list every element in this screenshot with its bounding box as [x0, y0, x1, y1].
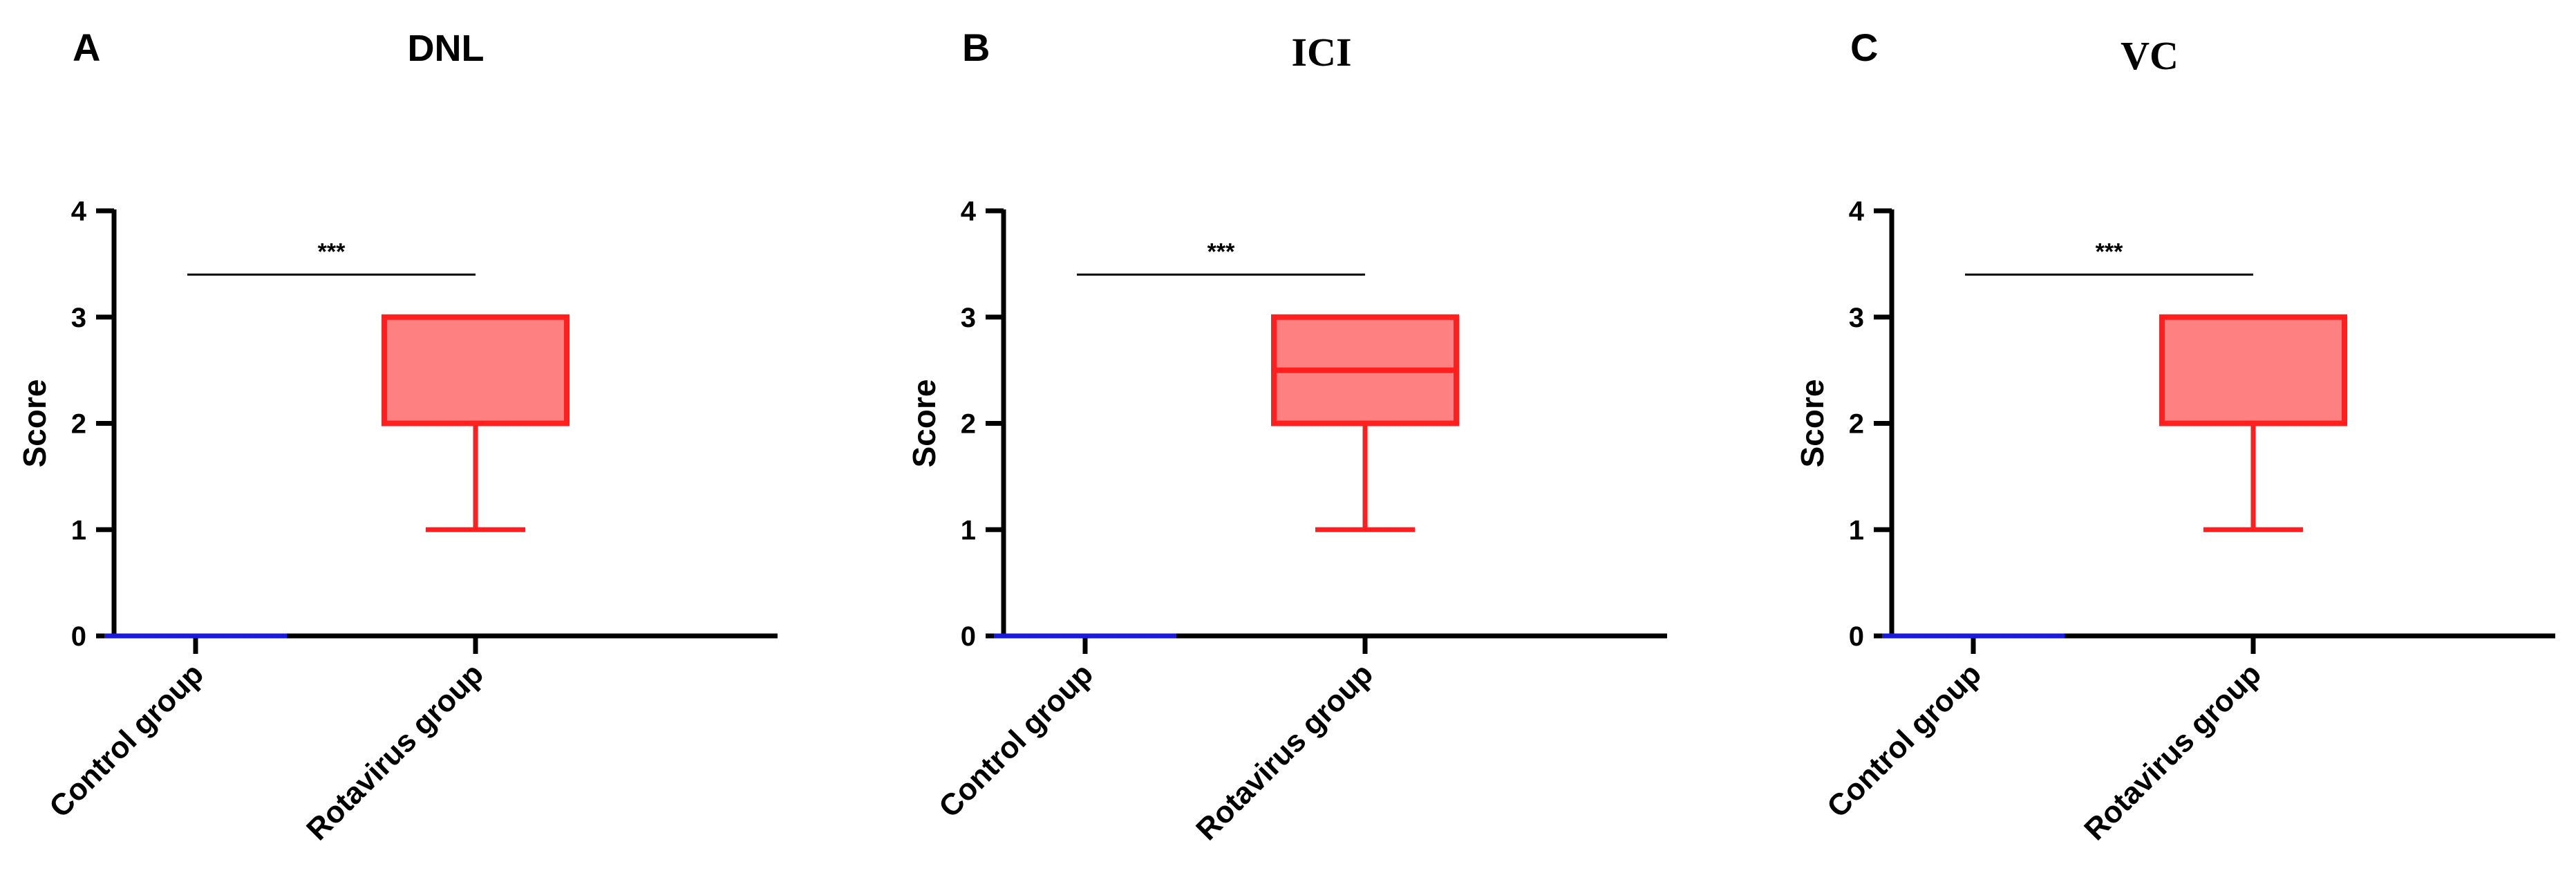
y-tick-label: 2	[71, 409, 86, 440]
box-rotavirus-group	[1271, 314, 1459, 532]
y-tick-label: 0	[961, 621, 976, 652]
y-tick-label: 1	[961, 515, 976, 545]
y-tick-label: 0	[71, 621, 86, 652]
panel-letter: B	[962, 26, 990, 69]
significance-label: ***	[318, 238, 346, 265]
x-tick-label: Rotavirus group	[300, 657, 490, 847]
box-rotavirus-group	[382, 314, 570, 532]
chart-title: VC	[2121, 33, 2179, 78]
y-tick-label: 4	[1849, 196, 1865, 227]
chart-title: ICI	[1291, 30, 1351, 75]
chart-panel-b: B ICI 0 1 2 3 4 Score Control group Rotavirus gro…	[906, 26, 1667, 847]
panel-letter: A	[73, 26, 100, 69]
y-tick-label: 0	[1849, 621, 1864, 652]
panel-letter: C	[1850, 26, 1878, 69]
significance-label: ***	[2096, 238, 2123, 265]
x-tick-label: Control group	[932, 657, 1100, 824]
y-tick-label: 2	[1849, 409, 1864, 440]
y-axis-label: Score	[17, 379, 53, 468]
y-tick-label: 3	[71, 303, 86, 333]
y-tick-label: 1	[1849, 515, 1864, 545]
y-tick-label: 2	[961, 409, 976, 440]
box-iqr-rect	[2159, 314, 2347, 426]
box-iqr-rect	[382, 314, 570, 426]
significance-label: ***	[1207, 238, 1235, 265]
y-axis-label: Score	[1794, 379, 1830, 468]
chart-title: DNL	[408, 28, 485, 69]
x-tick-label: Rotavirus group	[1190, 657, 1380, 847]
y-axis-label: Score	[906, 379, 942, 468]
x-tick-label: Rotavirus group	[2078, 657, 2268, 847]
y-tick-label: 4	[961, 196, 977, 227]
y-tick-label: 3	[1849, 303, 1864, 333]
chart-panel-c: C VC 0 1 2 3 4 Score Control group Rotavirus grou…	[1794, 26, 2555, 847]
box-rotavirus-group	[2159, 314, 2347, 532]
chart-panel-a: A DNL 0 1 2 3 4 Score Control group Rotavirus gro…	[17, 26, 778, 847]
y-tick-label: 3	[961, 303, 976, 333]
x-tick-label: Control group	[1821, 657, 1988, 824]
y-tick-label: 1	[71, 515, 86, 545]
y-tick-label: 4	[71, 196, 87, 227]
x-tick-label: Control group	[43, 657, 210, 824]
